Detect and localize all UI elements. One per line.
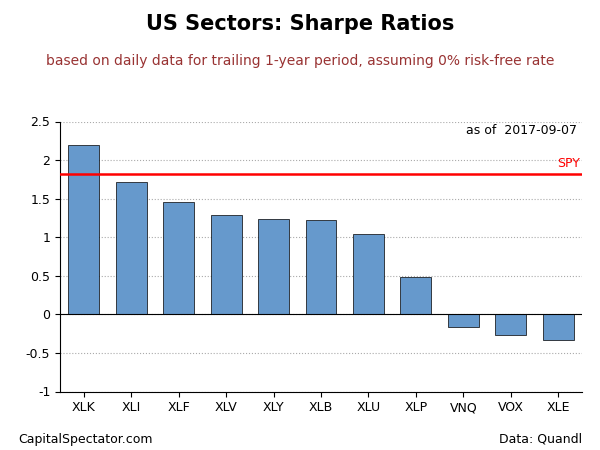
Text: US Sectors: Sharpe Ratios: US Sectors: Sharpe Ratios	[146, 14, 454, 33]
Text: SPY: SPY	[557, 157, 580, 170]
Text: as of  2017-09-07: as of 2017-09-07	[466, 124, 577, 137]
Bar	[68, 144, 99, 315]
Bar	[211, 215, 242, 315]
Text: Data: Quandl: Data: Quandl	[499, 432, 582, 446]
Bar	[353, 234, 384, 315]
Bar	[163, 202, 194, 315]
Bar	[258, 220, 289, 315]
Bar	[543, 315, 574, 340]
Bar	[305, 220, 337, 315]
Text: based on daily data for trailing 1-year period, assuming 0% risk-free rate: based on daily data for trailing 1-year …	[46, 54, 554, 68]
Bar	[496, 315, 526, 335]
Bar	[116, 182, 146, 315]
Bar	[448, 315, 479, 328]
Text: CapitalSpectator.com: CapitalSpectator.com	[18, 432, 152, 446]
Bar	[400, 277, 431, 315]
